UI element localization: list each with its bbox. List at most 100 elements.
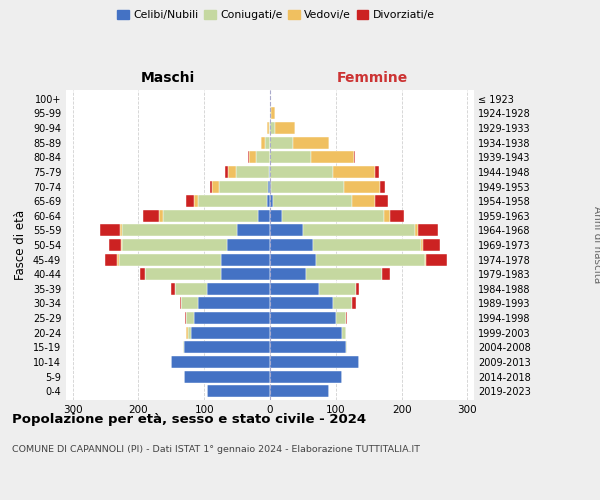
- Bar: [191, 326, 270, 338]
- Bar: [236, 166, 269, 178]
- Bar: [188, 326, 191, 338]
- Bar: [391, 210, 404, 222]
- Bar: [181, 298, 197, 310]
- Bar: [210, 180, 212, 192]
- Bar: [120, 224, 122, 236]
- Bar: [270, 239, 313, 251]
- Bar: [208, 283, 270, 295]
- Bar: [271, 180, 344, 192]
- Bar: [163, 210, 258, 222]
- Bar: [171, 356, 270, 368]
- Bar: [249, 152, 256, 164]
- Bar: [415, 224, 418, 236]
- Bar: [316, 254, 425, 266]
- Bar: [346, 342, 347, 353]
- Bar: [424, 239, 440, 251]
- Bar: [109, 239, 121, 251]
- Bar: [303, 224, 415, 236]
- Bar: [282, 210, 384, 222]
- Bar: [275, 122, 295, 134]
- Bar: [184, 342, 270, 353]
- Bar: [375, 195, 388, 207]
- Bar: [212, 180, 218, 192]
- Bar: [187, 195, 194, 207]
- Bar: [194, 195, 197, 207]
- Bar: [256, 152, 270, 164]
- Bar: [270, 254, 316, 266]
- Bar: [218, 180, 268, 192]
- Bar: [336, 312, 346, 324]
- Bar: [332, 166, 375, 178]
- Bar: [171, 283, 175, 295]
- Bar: [237, 224, 270, 236]
- Bar: [270, 370, 343, 382]
- Bar: [122, 239, 227, 251]
- Bar: [121, 239, 122, 251]
- Bar: [100, 224, 120, 236]
- Bar: [270, 283, 319, 295]
- Bar: [270, 224, 303, 236]
- Text: Popolazione per età, sesso e stato civile - 2024: Popolazione per età, sesso e stato civil…: [12, 412, 366, 426]
- Bar: [267, 195, 270, 207]
- Bar: [270, 356, 359, 368]
- Bar: [208, 385, 270, 397]
- Bar: [262, 136, 265, 148]
- Bar: [248, 152, 249, 164]
- Bar: [270, 195, 273, 207]
- Bar: [145, 268, 221, 280]
- Bar: [375, 166, 379, 178]
- Bar: [421, 239, 424, 251]
- Bar: [344, 180, 380, 192]
- Text: Femmine: Femmine: [337, 71, 407, 85]
- Bar: [332, 298, 352, 310]
- Bar: [270, 108, 271, 120]
- Bar: [384, 210, 391, 222]
- Bar: [273, 195, 352, 207]
- Bar: [194, 312, 270, 324]
- Bar: [119, 254, 221, 266]
- Bar: [270, 122, 275, 134]
- Bar: [187, 312, 194, 324]
- Bar: [270, 152, 311, 164]
- Bar: [221, 254, 270, 266]
- Bar: [270, 180, 271, 192]
- Bar: [268, 180, 270, 192]
- Bar: [269, 166, 270, 178]
- Bar: [270, 385, 329, 397]
- Bar: [319, 283, 356, 295]
- Bar: [183, 342, 184, 353]
- Text: COMUNE DI CAPANNOLI (PI) - Dati ISTAT 1° gennaio 2024 - Elaborazione TUTTITALIA.: COMUNE DI CAPANNOLI (PI) - Dati ISTAT 1°…: [12, 445, 420, 454]
- Bar: [418, 224, 438, 236]
- Bar: [313, 239, 421, 251]
- Bar: [268, 122, 269, 134]
- Bar: [180, 298, 181, 310]
- Bar: [270, 136, 293, 148]
- Bar: [352, 298, 356, 310]
- Text: Maschi: Maschi: [141, 71, 195, 85]
- Bar: [270, 342, 346, 353]
- Bar: [224, 166, 228, 178]
- Bar: [185, 312, 187, 324]
- Bar: [265, 136, 270, 148]
- Bar: [271, 108, 275, 120]
- Bar: [269, 122, 270, 134]
- Y-axis label: Fasce di età: Fasce di età: [14, 210, 27, 280]
- Bar: [382, 268, 390, 280]
- Bar: [122, 224, 237, 236]
- Bar: [343, 326, 346, 338]
- Bar: [186, 326, 188, 338]
- Bar: [270, 298, 332, 310]
- Bar: [228, 166, 236, 178]
- Bar: [221, 268, 270, 280]
- Bar: [184, 370, 270, 382]
- Bar: [293, 136, 329, 148]
- Bar: [425, 254, 426, 266]
- Bar: [106, 254, 118, 266]
- Bar: [380, 180, 385, 192]
- Bar: [356, 283, 359, 295]
- Bar: [352, 195, 375, 207]
- Bar: [175, 283, 208, 295]
- Bar: [258, 210, 270, 222]
- Bar: [311, 152, 353, 164]
- Legend: Celibi/Nubili, Coniugati/e, Vedovi/e, Divorziati/e: Celibi/Nubili, Coniugati/e, Vedovi/e, Di…: [113, 6, 439, 25]
